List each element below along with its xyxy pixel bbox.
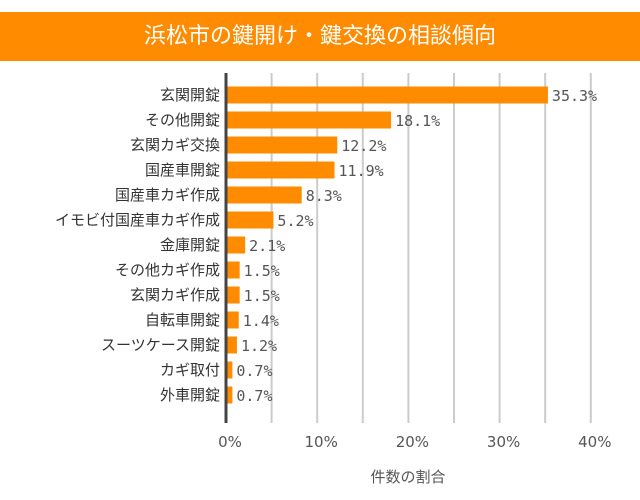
data-label: 8.3%: [306, 187, 342, 205]
category-label: その他開錠: [145, 111, 220, 129]
bar: [226, 111, 392, 129]
data-label: 5.2%: [277, 212, 313, 230]
bar: [226, 161, 335, 179]
category-label: 国産車カギ作成: [115, 186, 220, 204]
bar: [226, 211, 274, 229]
category-label: 国産車開錠: [145, 161, 220, 179]
x-tick-label: 40%: [578, 433, 611, 451]
bar: [226, 336, 237, 354]
bar: [226, 386, 233, 404]
bar: [226, 186, 302, 204]
data-label: 0.7%: [236, 362, 272, 380]
category-label: 玄関開錠: [160, 86, 220, 104]
data-label: 1.2%: [241, 337, 277, 355]
category-label: スーツケース開錠: [101, 336, 220, 354]
bar: [226, 286, 240, 304]
category-label: 玄関カギ交換: [130, 136, 220, 154]
data-label: 18.1%: [395, 112, 440, 130]
x-tick-label: 30%: [487, 433, 520, 451]
category-label: カギ取付: [160, 361, 220, 379]
category-label: 自転車開錠: [145, 311, 220, 329]
data-label: 35.3%: [552, 87, 597, 105]
bar: [226, 86, 548, 104]
x-tick-label: 10%: [305, 433, 338, 451]
data-label: 0.7%: [236, 387, 272, 405]
bar: [226, 361, 233, 379]
bar: [226, 136, 338, 154]
category-label: その他カギ作成: [115, 261, 220, 279]
category-label: 玄関カギ作成: [130, 286, 220, 304]
x-axis-label: 件数の割合: [370, 468, 445, 486]
data-label: 1.5%: [244, 262, 280, 280]
category-label: 外車開錠: [160, 386, 220, 404]
data-label: 2.1%: [249, 237, 285, 255]
bar: [226, 261, 240, 279]
x-tick-label: 0%: [218, 433, 242, 451]
category-label: イモビ付国産車カギ作成: [55, 211, 220, 229]
bar: [226, 236, 246, 254]
bar: [226, 311, 239, 329]
data-label: 1.5%: [244, 287, 280, 305]
data-label: 1.4%: [243, 312, 279, 330]
data-label: 12.2%: [341, 137, 386, 155]
data-label: 11.9%: [339, 162, 384, 180]
x-tick-label: 20%: [396, 433, 429, 451]
category-label: 金庫開錠: [160, 236, 220, 254]
chart-title: 浜松市の鍵開け・鍵交換の相談傾向: [0, 12, 640, 61]
